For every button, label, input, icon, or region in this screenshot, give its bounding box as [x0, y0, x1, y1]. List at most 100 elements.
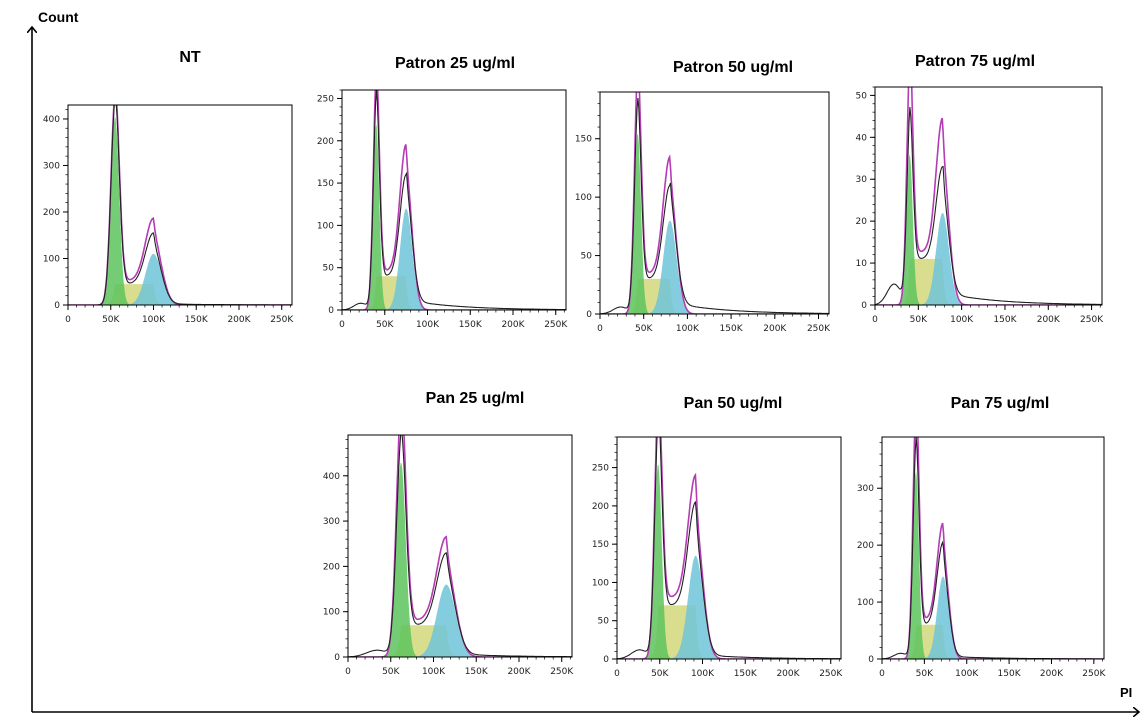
g2-peak-area — [342, 208, 566, 310]
panel-title: NT — [179, 49, 201, 66]
s-phase-area — [617, 605, 841, 659]
g1-peak-area — [348, 462, 572, 657]
x-tick-label: 50K — [382, 667, 400, 677]
y-tick-label: 200 — [43, 208, 60, 218]
model-fit-line — [882, 437, 1104, 659]
x-tick-label: 0 — [872, 315, 878, 325]
x-tick-label: 150K — [993, 315, 1017, 325]
y-tick-label: 30 — [856, 175, 868, 185]
histogram-data-line — [342, 90, 566, 310]
y-tick-label: 150 — [592, 540, 609, 550]
histogram-panel: 0 50K 100K 150K 200K 250K 0 10 20 30 40 50 Patron 75… — [856, 53, 1105, 325]
y-tick-label: 200 — [592, 502, 609, 512]
x-tick-label: 200K — [776, 669, 800, 679]
g2-peak-area — [68, 253, 292, 305]
y-tick-label: 200 — [323, 562, 340, 572]
histogram-data-line — [617, 437, 841, 659]
y-tick-label: 150 — [575, 135, 592, 145]
y-tick-label: 300 — [323, 517, 340, 527]
x-tick-label: 200K — [501, 320, 525, 330]
x-tick-label: 250K — [1080, 315, 1104, 325]
y-tick-label: 100 — [317, 221, 334, 231]
histogram-panel: 0 50K 100K 150K 200K 250K 0 100 200 300 Pan 75 ug/… — [857, 395, 1107, 679]
g1-peak-area — [882, 471, 1104, 659]
y-tick-label: 100 — [857, 598, 874, 608]
y-tick-label: 400 — [323, 472, 340, 482]
y-tick-label: 100 — [592, 578, 609, 588]
y-tick-label: 200 — [857, 541, 874, 551]
model-fit-line — [348, 435, 572, 657]
x-tick-label: 100K — [416, 320, 440, 330]
y-tick-label: 0 — [861, 301, 867, 311]
x-tick-label: 0 — [614, 669, 620, 679]
y-tick-label: 400 — [43, 115, 60, 125]
x-tick-label: 250K — [819, 669, 843, 679]
model-fit-line — [617, 437, 841, 659]
y-tick-label: 0 — [54, 301, 60, 311]
plot-frame — [616, 436, 842, 660]
g1-peak-area — [617, 464, 841, 659]
y-tick-label: 100 — [323, 608, 340, 618]
x-tick-label: 150K — [734, 669, 758, 679]
panel-title: Patron 25 ug/ml — [395, 55, 515, 72]
x-tick-label: 50K — [102, 315, 120, 325]
panel-title: Pan 75 ug/ml — [951, 395, 1050, 412]
g1-peak-area — [875, 154, 1102, 305]
histogram-panel: 0 50K 100K 150K 200K 250K 0 100 200 300 400 Pan 25 … — [323, 390, 575, 677]
histogram-panel: 0 50K 100K 150K 200K 250K 0 50 100 150 200 250 Patro… — [317, 55, 569, 330]
histogram-data-line — [600, 97, 829, 314]
x-tick-label: 100K — [676, 324, 700, 334]
x-tick-label: 150K — [185, 315, 209, 325]
g1-peak-area — [68, 117, 292, 305]
y-tick-label: 100 — [43, 254, 60, 264]
y-tick-label: 50 — [598, 617, 610, 627]
y-tick-label: 300 — [43, 161, 60, 171]
y-tick-label: 0 — [334, 653, 340, 663]
y-tick-label: 0 — [328, 306, 334, 316]
x-tick-label: 250K — [1082, 669, 1106, 679]
x-tick-label: 50K — [635, 324, 653, 334]
y-tick-label: 50 — [856, 91, 868, 101]
x-tick-label: 250K — [807, 324, 831, 334]
panel-title: Patron 75 ug/ml — [915, 53, 1035, 70]
y-tick-label: 300 — [857, 484, 874, 494]
panel-title: Patron 50 ug/ml — [673, 59, 793, 76]
x-tick-label: 100K — [142, 315, 166, 325]
x-tick-label: 250K — [550, 667, 574, 677]
x-tick-label: 50K — [651, 669, 669, 679]
x-tick-label: 100K — [950, 315, 974, 325]
y-tick-label: 0 — [586, 310, 592, 320]
y-tick-label: 250 — [592, 464, 609, 474]
y-tick-label: 50 — [581, 252, 593, 262]
histogram-data-line — [348, 435, 572, 657]
y-tick-label: 40 — [856, 133, 868, 143]
x-axis-label: PI — [1120, 685, 1132, 700]
model-fit-line — [68, 105, 292, 305]
x-tick-label: 0 — [345, 667, 351, 677]
x-tick-label: 100K — [422, 667, 446, 677]
x-tick-label: 0 — [339, 320, 345, 330]
x-tick-label: 150K — [465, 667, 489, 677]
s-phase-area — [68, 284, 292, 305]
x-tick-label: 200K — [227, 315, 251, 325]
histogram-data-line — [875, 106, 1102, 305]
x-tick-label: 200K — [1037, 315, 1061, 325]
x-tick-label: 150K — [459, 320, 483, 330]
y-tick-label: 0 — [603, 655, 609, 665]
x-tick-label: 200K — [1040, 669, 1064, 679]
y-tick-label: 20 — [856, 217, 868, 227]
y-tick-label: 0 — [868, 655, 874, 665]
histogram-panel: 0 50K 100K 150K 200K 250K 0 50 100 150 Patron 50 u… — [575, 59, 831, 334]
x-tick-label: 50K — [376, 320, 394, 330]
x-tick-label: 0 — [65, 315, 71, 325]
x-tick-label: 250K — [270, 315, 294, 325]
histogram-panel: 0 50K 100K 150K 200K 250K 0 50 100 150 200 250 Pan 5… — [592, 395, 844, 679]
panel-title: Pan 50 ug/ml — [684, 395, 783, 412]
x-tick-label: 100K — [955, 669, 979, 679]
x-tick-label: 50K — [916, 669, 934, 679]
y-tick-label: 150 — [317, 179, 334, 189]
x-tick-label: 200K — [763, 324, 787, 334]
g1-peak-area — [342, 124, 566, 310]
